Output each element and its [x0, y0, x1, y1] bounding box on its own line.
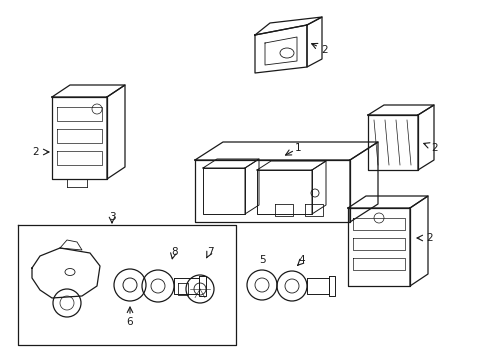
Text: 5: 5: [258, 255, 265, 265]
Text: 4: 4: [298, 255, 305, 265]
Text: 2: 2: [321, 45, 327, 55]
Text: 7: 7: [206, 247, 213, 257]
Text: 3: 3: [108, 212, 115, 222]
Text: 8: 8: [171, 247, 178, 257]
Text: 2: 2: [33, 147, 39, 157]
Text: 2: 2: [426, 233, 432, 243]
Text: 1: 1: [294, 143, 301, 153]
Text: 6: 6: [126, 317, 133, 327]
Text: 2: 2: [431, 143, 437, 153]
